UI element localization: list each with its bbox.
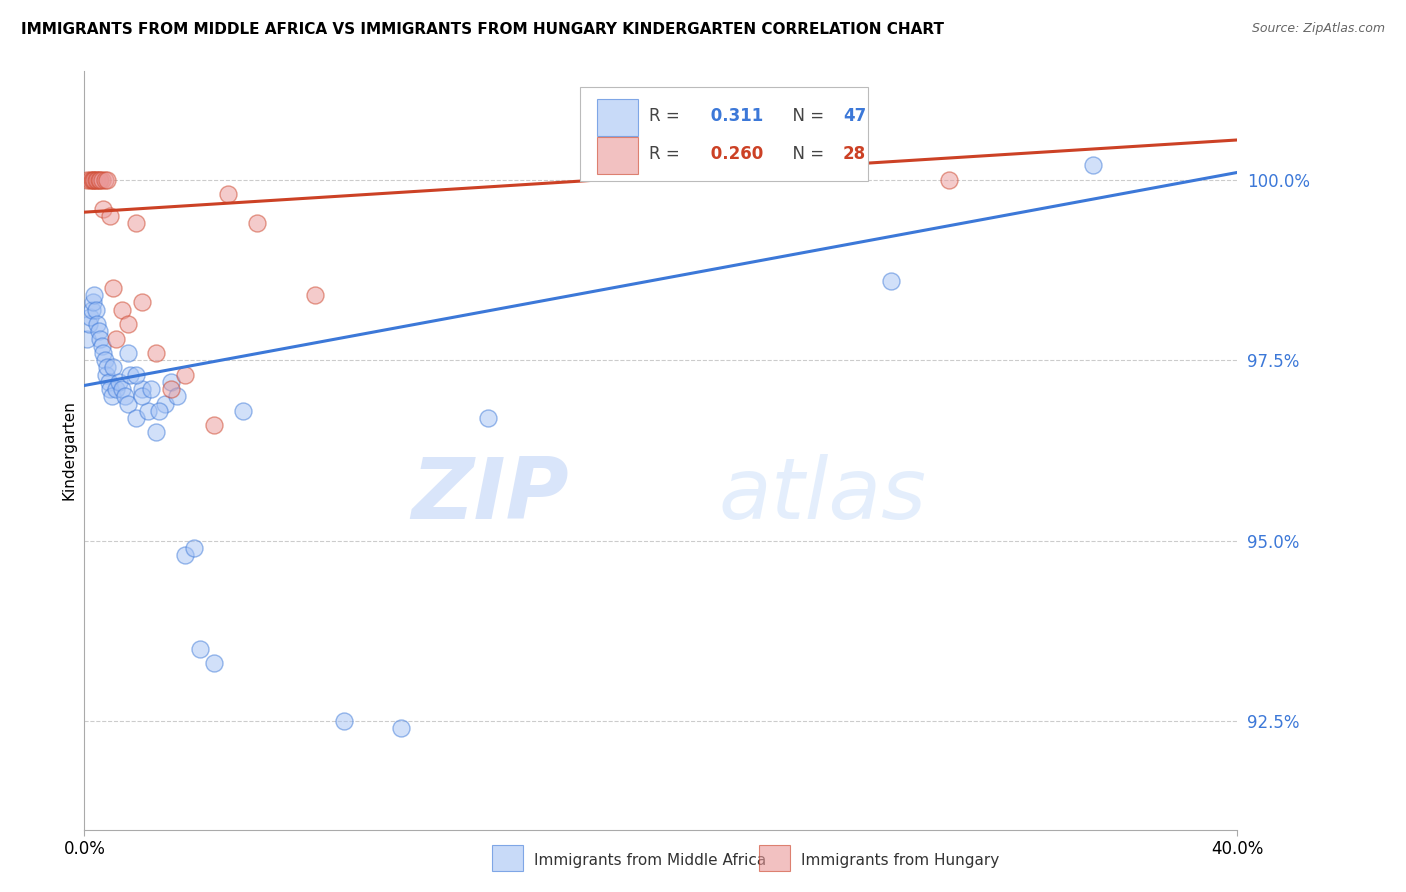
Point xyxy=(117,396,139,410)
Point xyxy=(153,396,176,410)
Point xyxy=(136,403,159,417)
Point xyxy=(160,382,183,396)
Point xyxy=(218,187,240,202)
Point xyxy=(166,389,188,403)
Point xyxy=(131,295,153,310)
Text: 28: 28 xyxy=(844,145,866,163)
Point xyxy=(160,375,183,389)
Point xyxy=(87,324,110,338)
Y-axis label: Kindergarten: Kindergarten xyxy=(60,401,76,500)
Point xyxy=(125,411,148,425)
Point xyxy=(117,317,139,331)
Point xyxy=(79,310,101,324)
Point xyxy=(202,657,225,671)
Point xyxy=(304,288,326,302)
Point xyxy=(86,317,108,331)
Point xyxy=(120,368,142,382)
Point xyxy=(246,216,269,230)
Point xyxy=(90,172,112,186)
Point xyxy=(103,360,124,375)
Text: ZIP: ZIP xyxy=(411,454,568,538)
Point xyxy=(477,411,499,425)
Point xyxy=(117,346,139,360)
Point xyxy=(96,360,118,375)
FancyBboxPatch shape xyxy=(598,137,638,174)
Point xyxy=(98,382,121,396)
Text: R =: R = xyxy=(650,145,685,163)
Point xyxy=(148,403,170,417)
Point xyxy=(114,389,136,403)
Point xyxy=(111,382,134,396)
Point xyxy=(84,302,107,317)
Point xyxy=(82,172,104,186)
Point xyxy=(174,548,197,562)
Text: 0.260: 0.260 xyxy=(704,145,763,163)
Point xyxy=(333,714,356,729)
Point xyxy=(93,353,115,368)
FancyBboxPatch shape xyxy=(598,99,638,136)
Point xyxy=(145,425,167,440)
Text: Source: ZipAtlas.com: Source: ZipAtlas.com xyxy=(1251,22,1385,36)
Point xyxy=(880,274,903,288)
Point xyxy=(188,642,211,657)
Point xyxy=(105,332,128,346)
Point xyxy=(103,281,124,295)
Point xyxy=(83,288,105,302)
Point xyxy=(145,346,167,360)
Point xyxy=(87,172,110,186)
Point xyxy=(391,722,413,736)
Point xyxy=(83,172,105,186)
Point xyxy=(96,172,118,186)
Point xyxy=(79,172,101,186)
Point xyxy=(90,339,112,353)
Point xyxy=(1083,158,1105,172)
Point xyxy=(100,389,122,403)
Point xyxy=(82,295,104,310)
Text: 47: 47 xyxy=(844,107,866,125)
Text: R =: R = xyxy=(650,107,685,125)
Point xyxy=(105,382,128,396)
Point xyxy=(125,368,148,382)
Point xyxy=(98,209,121,223)
Text: Immigrants from Hungary: Immigrants from Hungary xyxy=(801,854,1000,868)
Text: 0.311: 0.311 xyxy=(704,107,763,125)
Text: IMMIGRANTS FROM MIDDLE AFRICA VS IMMIGRANTS FROM HUNGARY KINDERGARTEN CORRELATIO: IMMIGRANTS FROM MIDDLE AFRICA VS IMMIGRA… xyxy=(21,22,943,37)
Point xyxy=(183,541,205,555)
Point xyxy=(77,317,100,331)
FancyBboxPatch shape xyxy=(581,87,869,181)
Point xyxy=(202,418,225,433)
Point xyxy=(232,403,254,417)
Point xyxy=(94,368,117,382)
Point xyxy=(76,332,98,346)
Point xyxy=(80,302,103,317)
Point xyxy=(80,172,103,186)
Point xyxy=(86,172,108,186)
Point xyxy=(76,172,98,186)
Point xyxy=(131,382,153,396)
Point xyxy=(89,332,111,346)
Point xyxy=(111,302,134,317)
Point xyxy=(89,172,111,186)
Text: N =: N = xyxy=(782,145,830,163)
Text: atlas: atlas xyxy=(718,454,927,538)
Point xyxy=(174,368,197,382)
Point xyxy=(131,389,153,403)
Point xyxy=(108,375,131,389)
Point xyxy=(125,216,148,230)
Point xyxy=(97,375,120,389)
Point xyxy=(91,346,114,360)
Text: N =: N = xyxy=(782,107,830,125)
Point xyxy=(139,382,162,396)
Point xyxy=(84,172,107,186)
Point xyxy=(93,172,115,186)
Point xyxy=(91,202,114,216)
Text: Immigrants from Middle Africa: Immigrants from Middle Africa xyxy=(534,854,766,868)
Point xyxy=(938,172,960,186)
